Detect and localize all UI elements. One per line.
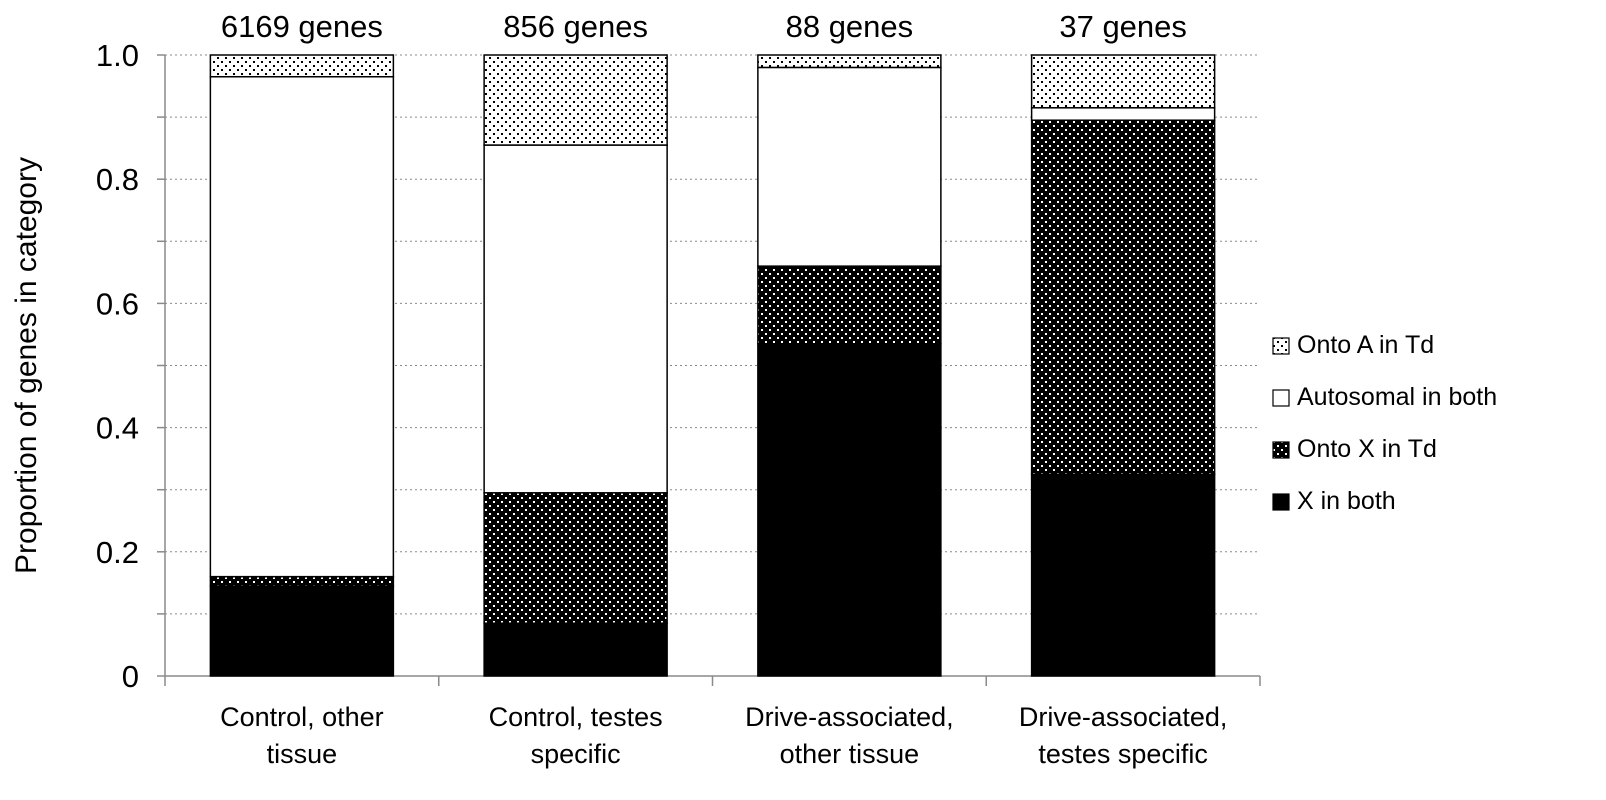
bar-segment <box>209 585 395 677</box>
bar-segment <box>757 54 942 69</box>
x-category-label: Control, other <box>220 702 384 732</box>
bar-segment <box>1030 473 1216 677</box>
legend-swatch <box>1272 441 1290 459</box>
y-tick-label: 0.6 <box>96 286 139 321</box>
x-category-label: other tissue <box>780 739 920 769</box>
bar-count-label: 88 genes <box>786 9 914 44</box>
x-category-label: Drive-associated, <box>1019 702 1228 732</box>
y-axis-label: Proportion of genes in category <box>10 157 43 574</box>
labels: 0 0.2 0.4 0.6 0.8 1.0 Proportion of genes in c… <box>10 9 1227 769</box>
bar-segment <box>757 66 942 267</box>
y-tick-label: 1.0 <box>96 38 139 73</box>
x-category-label: tissue <box>267 739 338 769</box>
bar-segment <box>483 622 668 677</box>
legend-label: Autosomal in both <box>1297 383 1497 411</box>
bars <box>209 54 1216 677</box>
x-category-label: specific <box>531 739 621 769</box>
legend-swatch <box>1272 337 1290 355</box>
x-category-label: testes specific <box>1038 739 1208 769</box>
legend-label: Onto A in Td <box>1297 331 1434 359</box>
bar-segment <box>209 75 395 578</box>
x-category-label: Control, testes <box>489 702 663 732</box>
y-tick-label: 0.2 <box>96 535 139 570</box>
x-category-label: Drive-associated, <box>745 702 954 732</box>
bar-segment <box>757 343 942 677</box>
legend-label: Onto X in Td <box>1297 435 1437 463</box>
y-tick-label: 0 <box>122 659 139 694</box>
bar-segment <box>483 54 668 146</box>
bar-count-label: 6169 genes <box>221 9 383 44</box>
bar-count-label: 37 genes <box>1059 9 1187 44</box>
bar-segment <box>483 492 668 624</box>
legend: Onto A in Td Autosomal in both Onto X in T… <box>1272 331 1497 515</box>
legend-swatch <box>1272 493 1290 511</box>
bar-segment <box>209 54 395 78</box>
bar-segment <box>1030 107 1216 121</box>
bar-segment <box>209 575 395 587</box>
legend-label: X in both <box>1297 487 1396 515</box>
bar-segment <box>757 265 942 345</box>
bar-segment <box>483 144 668 494</box>
y-tick-label: 0.8 <box>96 162 139 197</box>
bar-segment <box>1030 119 1216 475</box>
legend-swatch <box>1272 389 1290 407</box>
bar-count-label: 856 genes <box>503 9 648 44</box>
bar-segment <box>1030 54 1216 109</box>
y-tick-label: 0.4 <box>96 411 139 446</box>
